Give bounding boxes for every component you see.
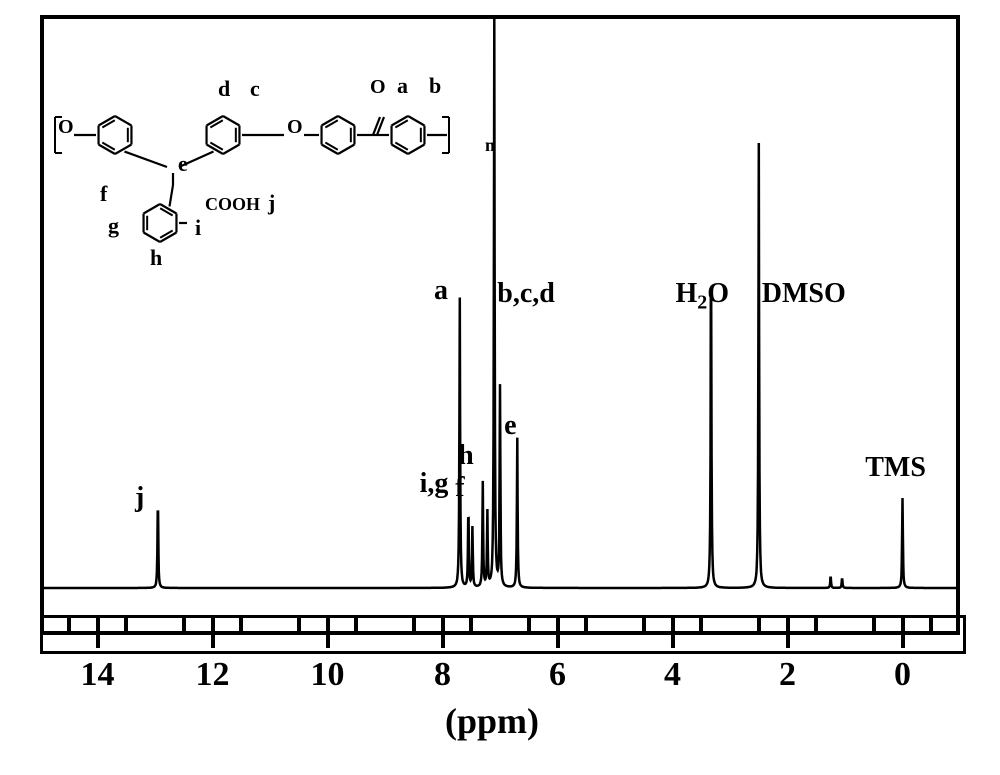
peak-label: H2O — [676, 278, 730, 315]
x-tick-minor — [297, 615, 301, 632]
x-tick-major — [786, 615, 790, 648]
x-tick-minor — [67, 615, 71, 632]
peak-label: i,g — [420, 468, 449, 500]
x-tick-minor — [124, 615, 128, 632]
peak-label: TMS — [865, 452, 926, 484]
svg-text:e: e — [178, 151, 188, 176]
svg-text:O: O — [287, 116, 303, 138]
svg-text:n: n — [485, 135, 495, 155]
x-tick-minor — [469, 615, 473, 632]
x-tick-major — [901, 615, 905, 648]
x-tick-minor — [872, 615, 876, 632]
x-tick-label: 6 — [549, 656, 566, 694]
x-tick-major — [96, 615, 100, 648]
x-tick-major — [441, 615, 445, 648]
x-tick-label: 4 — [664, 656, 681, 694]
x-tick-label: 10 — [311, 656, 345, 694]
peak-label: j — [135, 482, 144, 514]
svg-text:a: a — [397, 73, 408, 98]
x-tick-major — [326, 615, 330, 648]
svg-text:COOH: COOH — [205, 194, 260, 214]
x-tick-minor — [699, 615, 703, 632]
svg-text:b: b — [429, 73, 441, 98]
x-tick-label: 0 — [894, 656, 911, 694]
peak-label: f — [455, 472, 464, 504]
x-tick-major — [556, 615, 560, 648]
svg-text:i: i — [195, 215, 201, 240]
peak-label: b,c,d — [497, 278, 555, 310]
x-tick-minor — [182, 615, 186, 632]
peak-label: DMSO — [762, 278, 846, 310]
x-tick-label: 8 — [434, 656, 451, 694]
x-tick-major — [671, 615, 675, 648]
x-tick-label: 2 — [779, 656, 796, 694]
x-tick-minor — [412, 615, 416, 632]
x-axis-label: (ppm) — [445, 700, 539, 742]
svg-text:d: d — [218, 76, 230, 101]
svg-text:g: g — [108, 213, 119, 238]
x-tick-minor — [814, 615, 818, 632]
x-tick-label: 12 — [196, 656, 230, 694]
peak-label: e — [504, 410, 516, 442]
chemical-structure: OOOnCOOHabcdefghij — [60, 95, 490, 285]
svg-text:f: f — [100, 181, 108, 206]
x-tick-minor — [584, 615, 588, 632]
x-tick-major — [211, 615, 215, 648]
svg-text:O: O — [58, 116, 74, 138]
svg-text:h: h — [150, 245, 162, 270]
x-tick-minor — [354, 615, 358, 632]
x-tick-minor — [527, 615, 531, 632]
x-tick-minor — [642, 615, 646, 632]
x-axis-ruler — [40, 615, 966, 654]
svg-text:j: j — [267, 190, 275, 215]
svg-text:c: c — [250, 76, 260, 101]
svg-text:O: O — [370, 76, 386, 98]
x-tick-minor — [239, 615, 243, 632]
x-tick-minor — [929, 615, 933, 632]
x-tick-label: 14 — [81, 656, 115, 694]
x-tick-minor — [757, 615, 761, 632]
peak-label: a — [434, 275, 448, 307]
peak-label: h — [458, 440, 474, 472]
